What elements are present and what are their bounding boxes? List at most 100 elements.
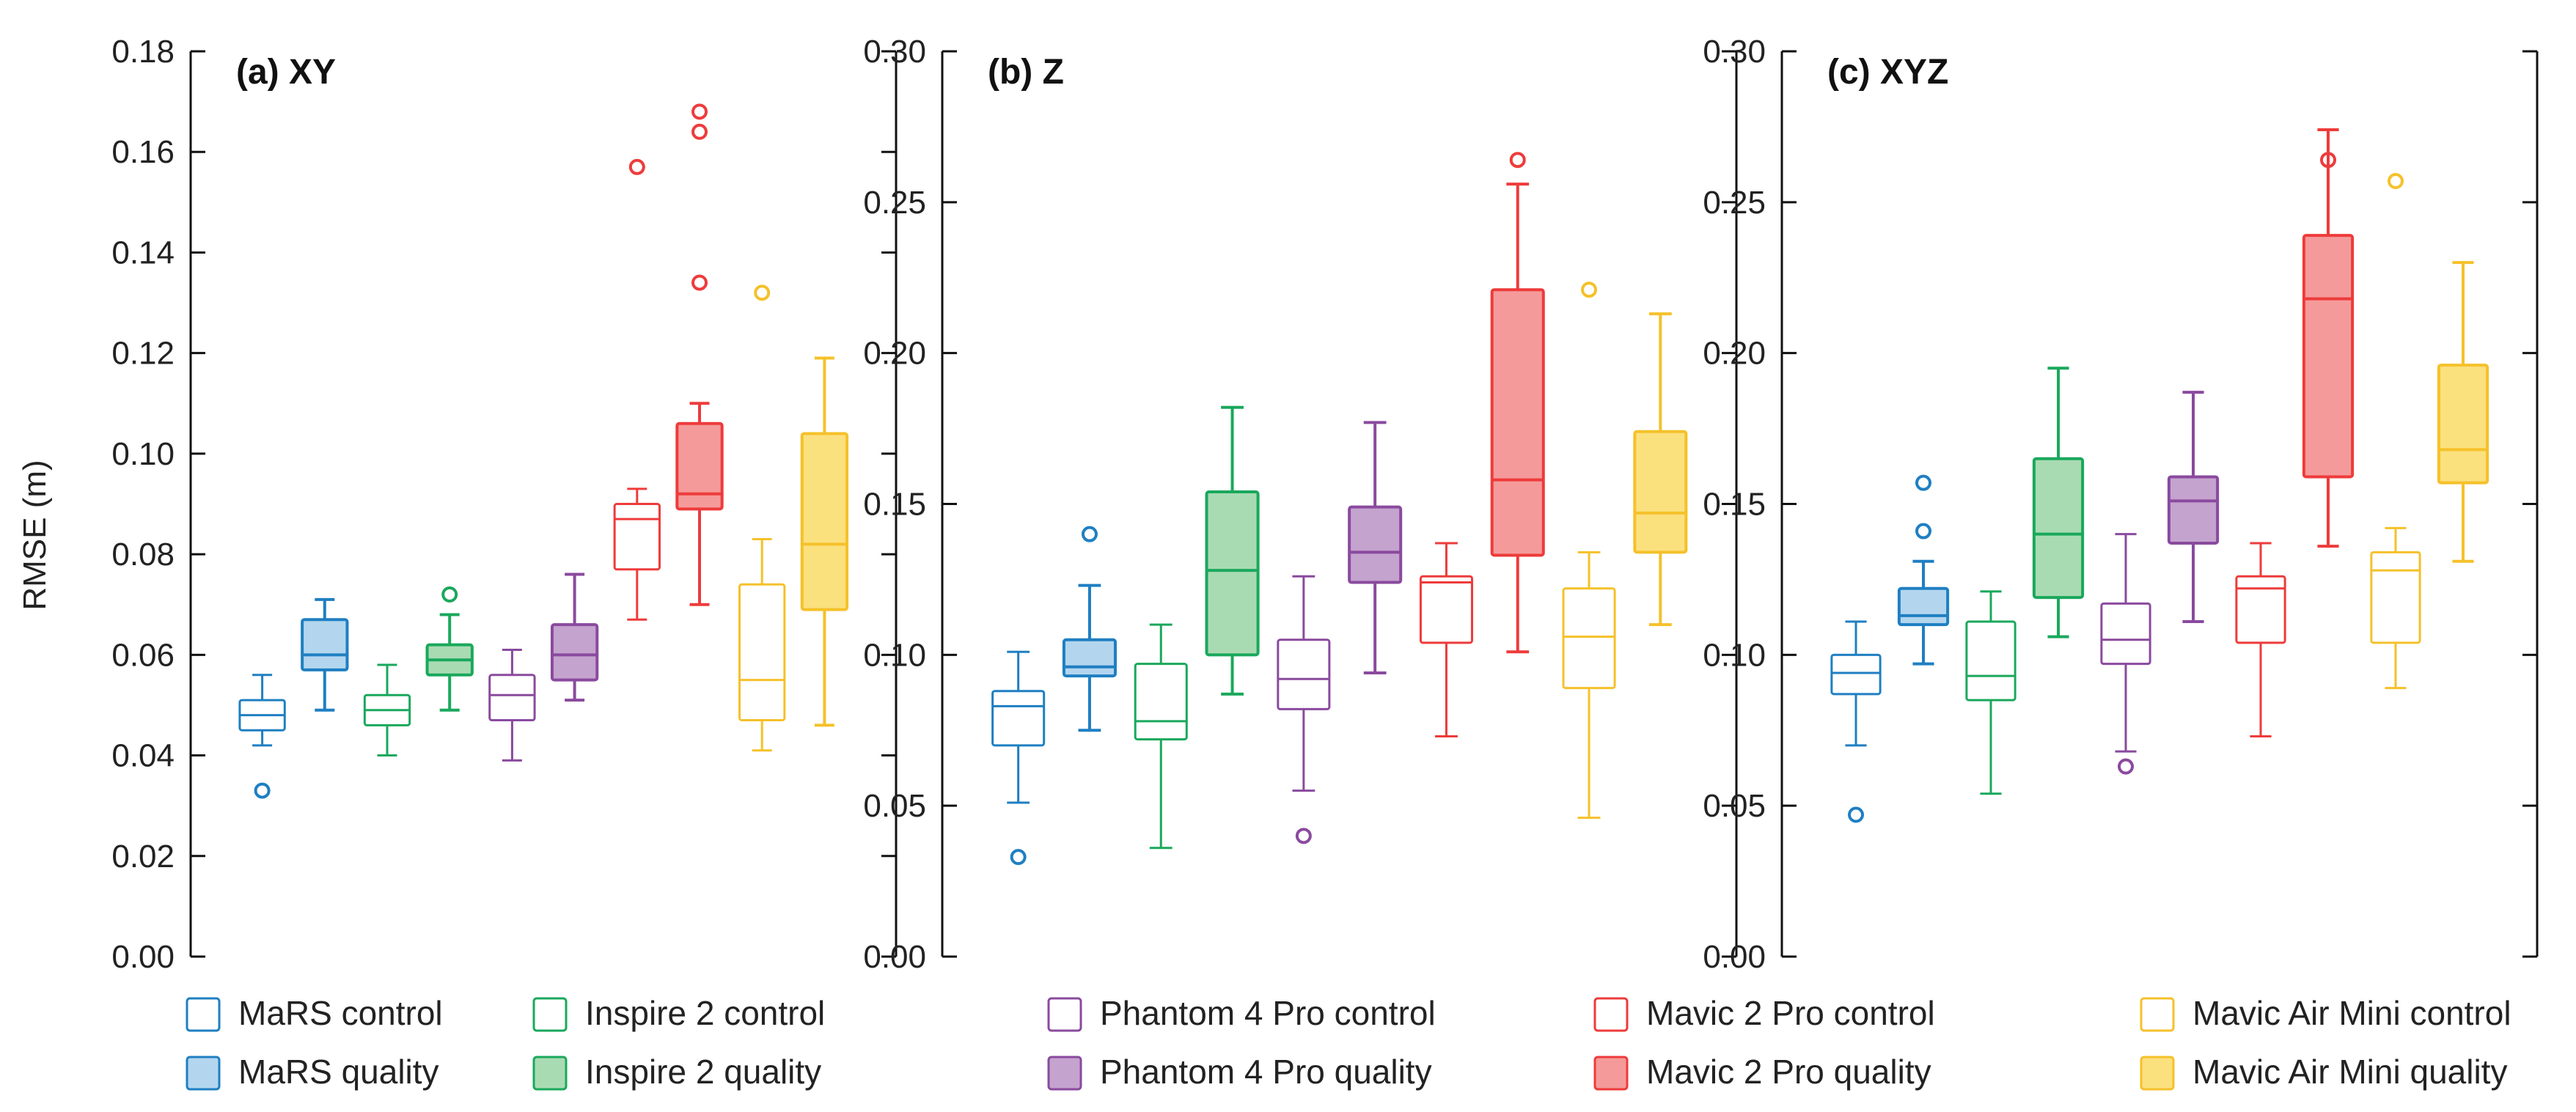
outlier-point — [1010, 849, 1027, 866]
outlier-point — [2118, 758, 2134, 775]
y-tick-label: 0.12 — [111, 336, 175, 372]
outlier-point — [754, 284, 771, 301]
legend-label: Mavic Air Mini quality — [2192, 1053, 2507, 1091]
legend-item-mavic2-quality: Mavic 2 Pro quality — [1593, 1053, 1931, 1091]
legend-label: MaRS control — [238, 994, 443, 1032]
box-rect — [2235, 575, 2286, 644]
box-rect — [2032, 457, 2085, 600]
box-inspire-control — [1134, 623, 1188, 850]
y-tick-label: 0.05 — [1703, 788, 1766, 824]
y-tick-label: 0.16 — [111, 134, 175, 170]
outlier-point — [1081, 526, 1098, 542]
box-rect — [738, 583, 786, 722]
box-mars-quality — [1897, 474, 1950, 666]
box-rect — [1205, 490, 1260, 657]
box-phantom-control — [1277, 575, 1331, 844]
box-inspire-quality — [2032, 367, 2085, 638]
legend: MaRS control MaRS quality Inspire 2 contro… — [186, 994, 2511, 1091]
legend-label: Phantom 4 Pro quality — [1100, 1053, 1432, 1091]
y-tick-label: 0.02 — [111, 839, 175, 874]
box-mars-control — [991, 650, 1046, 866]
box-mars-control — [1830, 620, 1882, 823]
box-phantom-control — [488, 648, 536, 762]
legend-label: Mavic Air Mini control — [2192, 994, 2511, 1032]
legend-item-inspire-control: Inspire 2 control — [532, 994, 825, 1032]
box-mavic2-quality — [675, 103, 724, 606]
y-tick-label: 0.20 — [1703, 336, 1766, 372]
legend-swatch — [2140, 997, 2175, 1032]
legend-swatch — [1593, 1056, 1629, 1091]
box-rect — [1277, 638, 1331, 710]
box-rect — [991, 690, 1046, 747]
box-rect — [2100, 602, 2151, 666]
legend-item-mavicair-control: Mavic Air Mini control — [2140, 994, 2511, 1032]
box-mavic2-quality — [1490, 152, 1545, 654]
legend-label: Inspire 2 control — [585, 994, 825, 1032]
outlier-point — [691, 103, 708, 120]
box-rect — [1134, 663, 1188, 741]
outlier-point — [1295, 828, 1312, 844]
legend-item-phantom-control: Phantom 4 Pro control — [1047, 994, 1436, 1032]
box-rect — [1633, 430, 1688, 554]
box-mars-quality — [301, 597, 349, 712]
panel-title: (a) XY — [236, 53, 336, 92]
box-phantom-quality — [1348, 421, 1403, 675]
legend-label: Phantom 4 Pro control — [1100, 994, 1436, 1032]
outlier-point — [691, 274, 708, 291]
box-rect — [675, 421, 724, 511]
box-rect — [800, 432, 849, 611]
panel-2: 0.00 0.05 0.10 0.15 0.20 0.25 0.30 (b) Z — [863, 34, 1738, 975]
box-mavicair-control — [2370, 173, 2421, 690]
y-tick-label: 0.00 — [1703, 939, 1766, 975]
outlier-point — [1848, 806, 1864, 823]
box-rect — [1490, 288, 1545, 557]
legend-label: Mavic 2 Pro control — [1646, 994, 1935, 1032]
box-phantom-control — [2100, 533, 2151, 775]
panels: 0.00 0.02 0.04 0.06 0.08 0.10 0.12 0.14 0.16 0.18… — [111, 34, 2539, 975]
legend-item-mars-control: MaRS control — [186, 994, 443, 1032]
outlier-point — [441, 586, 458, 603]
y-tick-label: 0.25 — [1703, 185, 1766, 221]
box-rect — [1348, 505, 1403, 584]
outlier-point — [691, 123, 708, 140]
box-phantom-quality — [550, 572, 599, 702]
box-rect — [2302, 234, 2355, 479]
y-tick-label: 0.05 — [863, 788, 926, 824]
y-tick-label: 0.08 — [111, 537, 175, 572]
panel-1: 0.00 0.02 0.04 0.06 0.08 0.10 0.12 0.14 0.16 0.18… — [111, 34, 898, 975]
y-tick-label: 0.30 — [863, 34, 926, 70]
outlier-point — [1509, 152, 1526, 169]
box-inspire-control — [363, 663, 411, 757]
panel-title: (b) Z — [988, 53, 1064, 92]
box-rect — [1062, 638, 1117, 678]
outlier-point — [628, 158, 645, 175]
legend-item-mavicair-quality: Mavic Air Mini quality — [2140, 1053, 2507, 1091]
box-rect — [2370, 551, 2421, 644]
box-rect — [488, 674, 536, 722]
y-tick-label: 0.25 — [863, 185, 926, 221]
y-axis-label: RMSE (m) — [17, 460, 53, 610]
box-rect — [1897, 586, 1950, 627]
y-tick-label: 0.30 — [1703, 34, 1766, 70]
legend-swatch — [186, 1056, 221, 1091]
outlier-point — [2388, 173, 2404, 190]
legend-label: MaRS quality — [238, 1053, 439, 1091]
panel-3: 0.00 0.05 0.10 0.15 0.20 0.25 0.30 (c) XYZ — [1703, 34, 2539, 975]
legend-swatch — [1593, 997, 1629, 1032]
box-rect — [2167, 475, 2220, 545]
legend-swatch — [1047, 1056, 1082, 1091]
box-rect — [301, 618, 349, 671]
box-rect — [2437, 364, 2489, 485]
y-tick-label: 0.10 — [1703, 637, 1766, 673]
box-mars-control — [238, 674, 286, 799]
y-tick-label: 0.00 — [111, 939, 175, 975]
box-inspire-control — [1965, 590, 2017, 795]
y-tick-label: 0.00 — [863, 939, 926, 975]
legend-swatch — [1047, 997, 1082, 1032]
outlier-point — [254, 782, 271, 799]
box-rect — [1830, 653, 1882, 696]
box-rect — [613, 503, 661, 571]
y-tick-label: 0.10 — [111, 436, 175, 472]
box-rect — [1965, 620, 2017, 702]
y-tick-label: 0.20 — [863, 336, 926, 372]
